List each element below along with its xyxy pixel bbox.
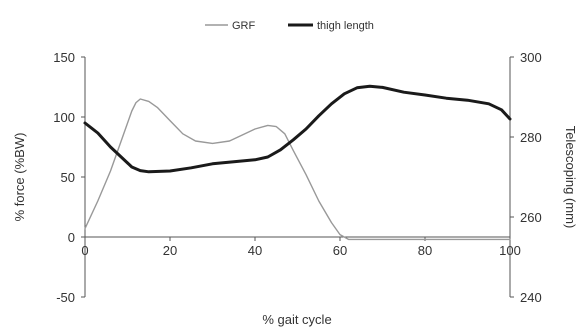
- ticks-layer: 0 20 40 60 80 100 -50 0 50 100 150 240 260 280 300: [53, 50, 541, 305]
- series-line-thigh-length: [83, 84, 512, 174]
- y2-tick-label: 260: [520, 210, 542, 225]
- x-tick-label: 20: [163, 243, 177, 258]
- axes: [84, 57, 511, 297]
- x-tick-label: 60: [333, 243, 347, 258]
- x-tick-label: 40: [248, 243, 262, 258]
- y2-tick-label: 300: [520, 50, 542, 65]
- series-layer: [83, 84, 512, 241]
- legend-label-grf: GRF: [232, 20, 256, 32]
- y2-axis-title: Telescoping (mm): [563, 126, 578, 229]
- y-tick-label: 100: [53, 110, 75, 125]
- x-tick-label: 0: [81, 243, 88, 258]
- y2-tick-label: 240: [520, 290, 542, 305]
- legend-label-thigh-length: thigh length: [317, 20, 374, 32]
- y-tick-label: 50: [61, 170, 75, 185]
- x-axis-title: % gait cycle: [262, 312, 331, 327]
- y2-tick-label: 280: [520, 130, 542, 145]
- y-axis-title: % force (%BW): [12, 133, 27, 222]
- x-tick-label: 100: [499, 243, 521, 258]
- legend: GRF thigh length: [205, 20, 374, 32]
- series-line-grf: [84, 98, 511, 241]
- y-tick-label: -50: [56, 290, 75, 305]
- x-tick-label: 80: [418, 243, 432, 258]
- y-tick-label: 0: [68, 230, 75, 245]
- y-tick-label: 150: [53, 50, 75, 65]
